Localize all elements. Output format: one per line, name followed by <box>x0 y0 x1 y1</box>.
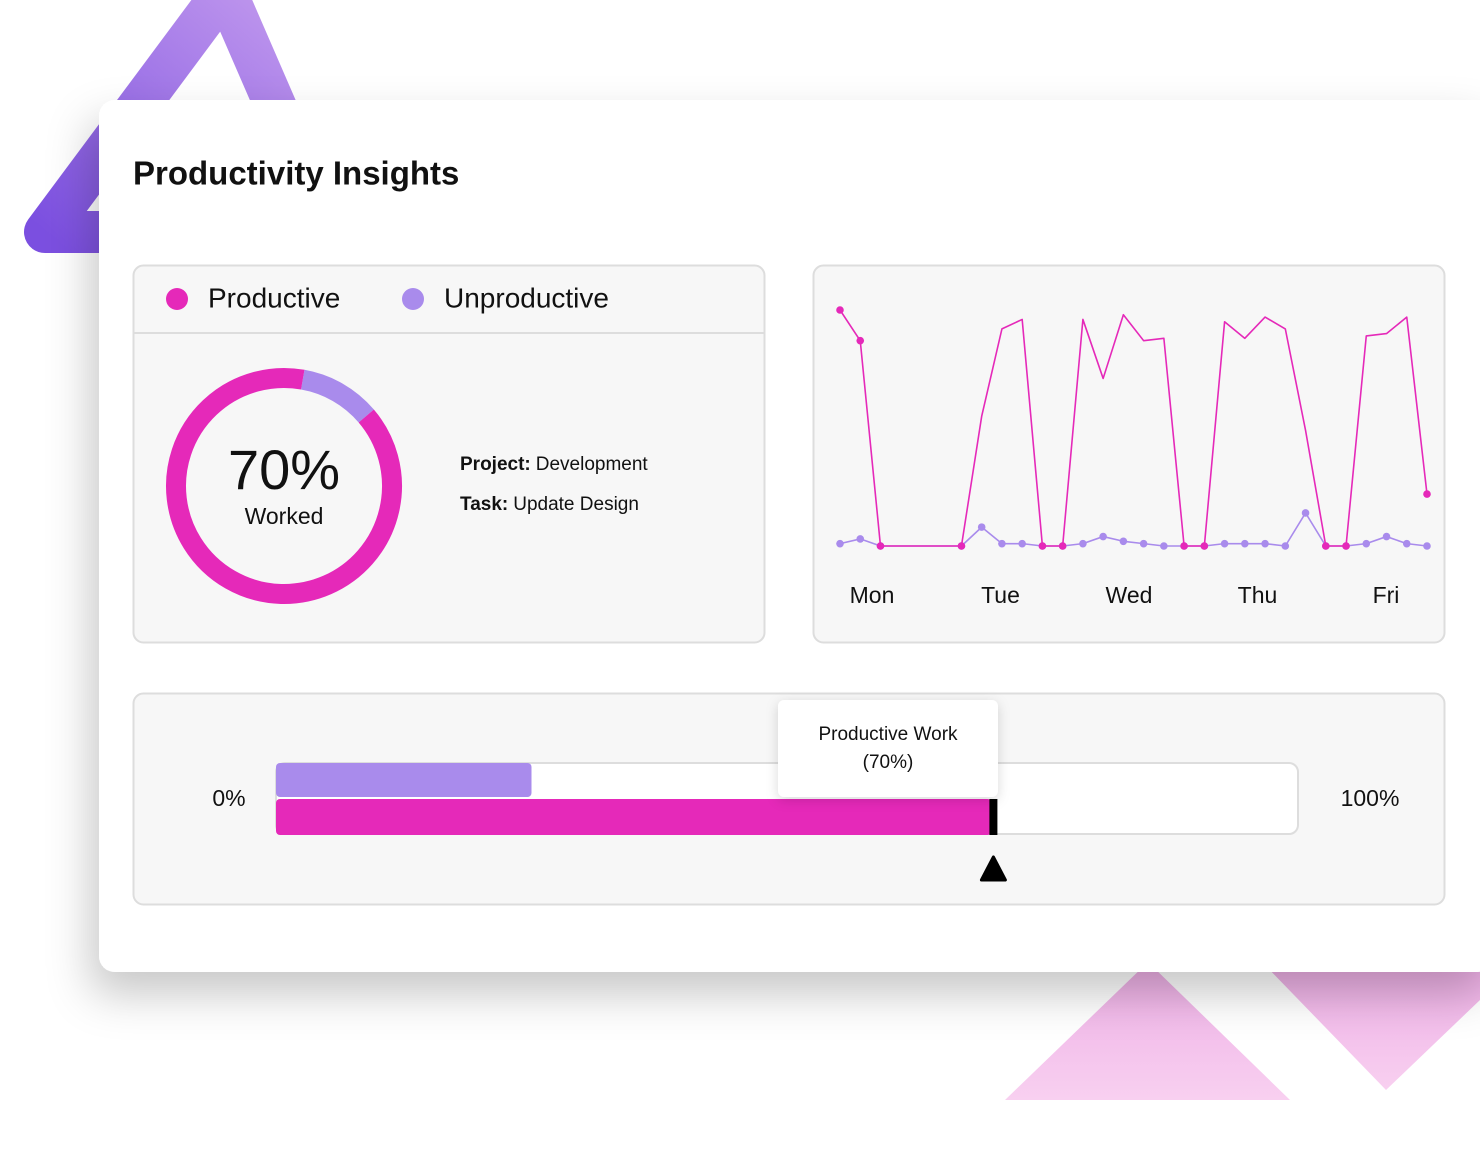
line-series <box>839 309 1428 547</box>
data-point <box>856 535 865 543</box>
line-chart: Mon Tue Wed Thu Fri <box>836 306 1431 608</box>
donut-caption: Worked <box>245 503 324 529</box>
data-point <box>1402 539 1411 548</box>
title: Productivity Insights <box>133 155 459 192</box>
data-point <box>876 542 885 550</box>
legend-dot <box>402 288 424 310</box>
detail-label: Task: <box>460 494 508 515</box>
data-point <box>1423 490 1431 498</box>
data-point <box>1139 539 1148 548</box>
progress-pointer <box>979 855 1007 882</box>
unproductive-bar <box>276 763 532 797</box>
data-point <box>1261 539 1269 548</box>
data-point <box>1342 542 1350 550</box>
progress-marks <box>276 763 1007 882</box>
data-point <box>836 539 844 548</box>
data-point <box>998 539 1006 548</box>
decor-triangle <box>1262 962 1480 1090</box>
data-point <box>1321 542 1330 550</box>
legend-label: Productive <box>208 282 340 313</box>
data-point <box>957 542 966 550</box>
x-tick-label: Tue <box>981 582 1020 608</box>
donut-value: 70% <box>228 438 340 501</box>
data-point <box>1362 539 1371 548</box>
progress-marker <box>989 799 998 835</box>
tooltip <box>778 700 998 797</box>
donut-segment <box>166 368 402 604</box>
detail-label: Project: <box>460 454 531 475</box>
data-point <box>856 336 865 345</box>
progress-tick-label: 0% <box>212 785 245 811</box>
data-point <box>1200 542 1209 550</box>
data-point <box>1241 539 1249 548</box>
x-tick-label: Fri <box>1373 582 1400 608</box>
decor-triangle <box>1005 962 1290 1100</box>
data-point <box>1382 532 1391 541</box>
productive-bar <box>276 799 992 835</box>
legend-dot <box>166 288 188 310</box>
legend-label: Unproductive <box>444 282 609 313</box>
data-point <box>977 523 986 531</box>
data-point <box>1180 542 1188 550</box>
detail: Task: Update Design <box>460 494 639 515</box>
tooltip-value: (70%) <box>863 752 914 773</box>
progress-tick-label: 100% <box>1341 785 1400 811</box>
data-point <box>1018 539 1026 548</box>
data-point <box>1160 542 1168 550</box>
detail-value: Update Design <box>513 494 639 515</box>
data-point <box>1220 539 1229 548</box>
data-point <box>836 306 844 314</box>
data-point <box>1099 532 1107 541</box>
x-tick-label: Thu <box>1238 582 1278 608</box>
tooltip-title: Productive Work <box>818 724 958 745</box>
detail-value: Development <box>536 454 649 475</box>
data-point <box>1079 539 1087 548</box>
donut-segment <box>300 369 374 423</box>
data-point <box>1058 542 1067 550</box>
detail: Project: Development <box>460 454 648 475</box>
data-point <box>1423 542 1431 550</box>
data-point <box>1038 542 1047 550</box>
data-point <box>1119 537 1128 546</box>
donut-panel <box>132 264 766 644</box>
data-point <box>1301 509 1310 517</box>
x-tick-label: Mon <box>850 582 895 608</box>
data-point <box>1281 542 1290 550</box>
x-tick-label: Wed <box>1106 582 1153 608</box>
